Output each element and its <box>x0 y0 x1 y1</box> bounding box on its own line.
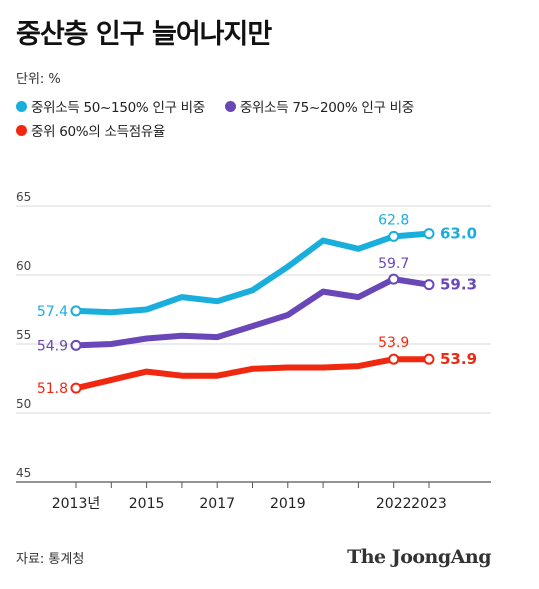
series-1-start-label: 57.4 <box>37 304 68 320</box>
series-1-peak-label: 62.8 <box>378 212 409 228</box>
series-1-end-label: 63.0 <box>440 225 477 243</box>
series-3-point-2013 <box>70 382 82 394</box>
series-line-3 <box>73 356 432 392</box>
series-3-point-2022 <box>388 353 400 365</box>
series-1-point-2022 <box>388 230 400 242</box>
legend-label-series-3: 중위 60%의 소득점유율 <box>31 124 166 140</box>
y-tick-label-50: 50 <box>16 397 31 411</box>
y-tick-label-65: 65 <box>16 190 31 204</box>
series-3-point-2023 <box>423 353 435 365</box>
series-2-point-2022 <box>388 273 400 285</box>
series-1-point-2023 <box>423 228 435 240</box>
legend-row-1: 중위소득 50~150% 인구 비중 중위소득 75~200% 인구 비중 <box>16 96 414 116</box>
series-line-2 <box>73 276 432 349</box>
x-tick-label-2017: 2017 <box>199 496 235 512</box>
series-1-point-2013 <box>70 305 82 317</box>
series-line-1 <box>73 230 432 316</box>
unit-label: 단위: % <box>16 72 61 87</box>
y-tick-label-60: 60 <box>16 259 31 273</box>
series-3-end-label: 53.9 <box>440 350 477 368</box>
series-2-end-label: 59.3 <box>440 276 477 294</box>
legend-marker-purple <box>224 100 236 112</box>
chart-title: 중산층 인구 늘어나지만 <box>16 19 272 50</box>
source-note: 자료: 통계청 <box>16 552 85 567</box>
x-tick-label-2019: 2019 <box>270 496 306 512</box>
y-tick-label-45: 45 <box>16 466 31 480</box>
legend-marker-red <box>16 124 27 136</box>
x-tick-label-2023: 2023 <box>411 496 447 512</box>
series-3-peak-label: 53.9 <box>378 335 409 351</box>
series-2-peak-label: 59.7 <box>378 256 409 272</box>
legend-row-2: 중위 60%의 소득점유율 <box>16 120 165 140</box>
x-tick-label-2013: 2013년 <box>52 496 101 512</box>
series-2-start-label: 54.9 <box>37 338 68 354</box>
series-2-point-2023 <box>423 279 435 291</box>
y-tick-label-55: 55 <box>16 328 31 342</box>
x-tick-label-2015: 2015 <box>129 496 165 512</box>
series-3-start-label: 51.8 <box>37 381 68 397</box>
brand-logo: The JoongAng <box>347 546 491 568</box>
x-tick-label-2022: 2022 <box>376 496 412 512</box>
legend-label-series-1: 중위소득 50~150% 인구 비중 <box>31 100 205 116</box>
legend-label-series-2: 중위소득 75~200% 인구 비중 <box>239 100 414 116</box>
legend-marker-cyan <box>16 100 27 112</box>
series-2-point-2013 <box>70 339 82 351</box>
